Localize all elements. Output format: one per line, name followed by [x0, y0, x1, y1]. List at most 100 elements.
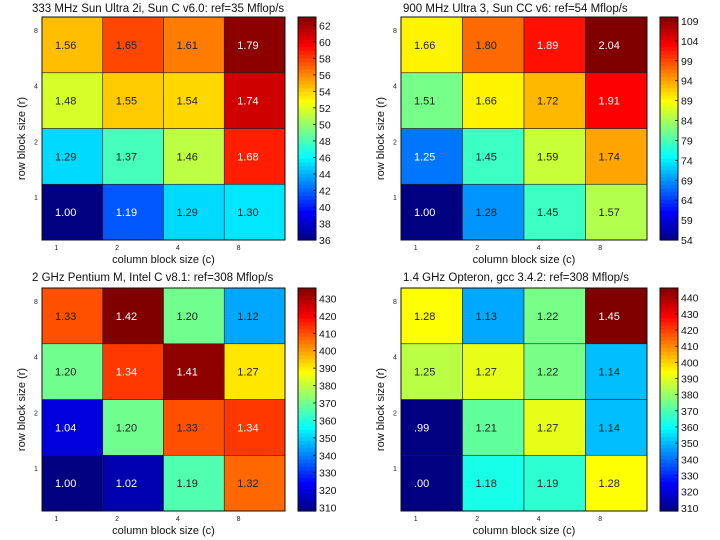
colorbar-tick-label: 52	[319, 103, 331, 115]
colorbar-segment	[660, 202, 678, 208]
colorbar-segment	[660, 176, 678, 182]
cell-value-label: 1.20	[116, 422, 137, 434]
heatmap-cell	[400, 16, 463, 74]
colorbar-segment	[660, 206, 678, 211]
colorbar-segment	[660, 191, 678, 196]
colorbar-segment	[298, 473, 316, 479]
heatmap-cell	[102, 399, 164, 456]
colorbar-segment	[298, 132, 316, 137]
x-tick-label: 1	[414, 245, 418, 252]
colorbar-segment	[660, 161, 678, 167]
colorbar-segment	[298, 20, 316, 26]
y-tick-label: 4	[393, 355, 397, 362]
colorbar-tick-label: 94	[681, 76, 693, 88]
heatmap-cell	[102, 128, 164, 185]
colorbar-tick-label: 330	[681, 470, 699, 482]
colorbar-segment	[660, 65, 678, 70]
colorbar-segment	[660, 69, 678, 74]
colorbar-segment	[298, 358, 316, 363]
colorbar-segment	[298, 488, 316, 494]
colorbar-tick-label: 62	[319, 20, 331, 32]
colorbar-segment	[660, 317, 678, 323]
cell-value-label: 1.37	[116, 151, 137, 163]
colorbar-segment	[298, 154, 316, 159]
colorbar-segment	[660, 117, 678, 122]
cell-value-label: 1.74	[599, 151, 620, 163]
plot-frame	[400, 16, 648, 241]
cell-value-label: 1.20	[55, 367, 76, 379]
colorbar-segment	[660, 199, 678, 204]
colorbar-segment	[298, 414, 316, 419]
x-tick-label: 2	[115, 245, 119, 252]
colorbar-segment	[660, 299, 678, 304]
x-tick-label: 4	[176, 516, 180, 523]
colorbar-tick-label: 320	[319, 485, 337, 497]
heatmap-cell	[102, 72, 164, 129]
cell-value-label: 1.28	[476, 207, 497, 219]
colorbar-tick-label: 360	[319, 415, 337, 427]
colorbar-segment	[660, 210, 678, 215]
y-tick-label: 2	[393, 410, 397, 417]
colorbar-segment	[298, 61, 316, 66]
cell-value-label: 1.29	[177, 207, 198, 219]
colorbar-tick-label: 48	[319, 136, 331, 148]
colorbar-tick-label: 400	[319, 346, 337, 358]
heatmap-cell	[400, 128, 463, 185]
colorbar-tick-label: 38	[319, 218, 331, 230]
colorbar-segment	[298, 202, 316, 208]
heatmap-cell	[585, 287, 648, 345]
y-tick-label: 4	[34, 355, 38, 362]
colorbar-segment	[298, 377, 316, 382]
y-tick-label: 1	[393, 466, 397, 473]
x-tick-label: 8	[598, 516, 602, 523]
panel-title: 333 MHz Sun Ultra 2i, Sun C v6.0: ref=35…	[32, 3, 284, 15]
colorbar-tick-label: 46	[319, 152, 331, 164]
colorbar-segment	[660, 488, 678, 494]
colorbar-segment	[298, 180, 316, 185]
cell-value-label: 1.56	[55, 40, 76, 52]
colorbar-segment	[298, 347, 316, 352]
colorbar-segment	[298, 17, 316, 22]
colorbar-segment	[660, 481, 678, 486]
colorbar-segment	[660, 213, 678, 219]
x-tick-label: 8	[598, 245, 602, 252]
cell-value-label: 1.18	[476, 478, 497, 490]
heatmap-cell	[223, 343, 286, 400]
cell-value-label: 1.66	[476, 96, 497, 108]
colorbar-segment	[660, 369, 678, 375]
colorbar-segment	[660, 425, 678, 430]
x-axis-label: column block size (c)	[112, 525, 215, 537]
y-axis-label: row block size (r)	[375, 97, 387, 180]
colorbar-segment	[660, 377, 678, 382]
colorbar-segment	[660, 302, 678, 308]
cell-value-label: 1.34	[116, 367, 137, 379]
colorbar-segment	[298, 392, 316, 397]
colorbar-segment	[298, 436, 316, 441]
colorbar-segment	[660, 87, 678, 92]
colorbar-segment	[660, 169, 678, 174]
colorbar-segment	[298, 317, 316, 323]
heatmap-cell	[223, 72, 286, 129]
colorbar-segment	[660, 43, 678, 48]
colorbar-tick-label: 420	[681, 325, 699, 337]
colorbar-segment	[298, 462, 316, 467]
colorbar-segment	[660, 31, 678, 37]
colorbar-segment	[660, 72, 678, 78]
heatmap-cell	[462, 287, 525, 345]
heatmap-cell	[41, 16, 104, 74]
colorbar-segment	[660, 347, 678, 352]
colorbar-segment	[298, 225, 316, 230]
colorbar-tick-label: 350	[319, 433, 337, 445]
colorbar-segment	[298, 228, 316, 234]
colorbar-tick-label: 104	[681, 36, 699, 48]
cell-value-label: .99	[414, 422, 429, 434]
colorbar-segment	[660, 288, 678, 293]
x-axis-label: column block size (c)	[112, 254, 215, 266]
colorbar-segment	[660, 180, 678, 185]
heatmap-cell	[41, 128, 104, 185]
cell-value-label: 1.33	[177, 422, 198, 434]
panel-title: 1.4 GHz Opteron, gcc 3.4.2: ref=308 Mflo…	[403, 272, 629, 284]
colorbar-segment	[660, 83, 678, 89]
heatmap-panel-3: 2 GHz Pentium M, Intel C v8.1: ref=308 M…	[16, 272, 337, 537]
heatmap-cell	[400, 72, 463, 129]
